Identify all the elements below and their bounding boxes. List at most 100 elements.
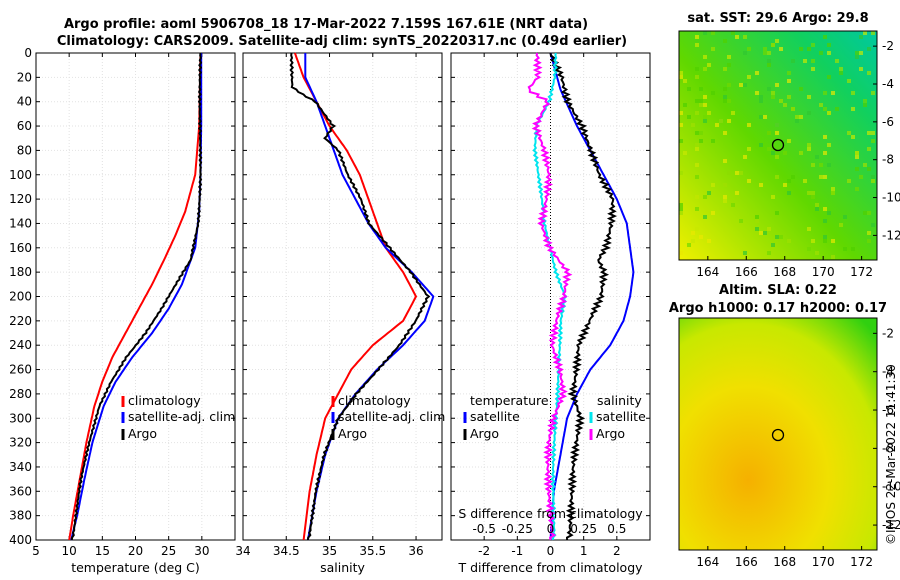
- sst-pixel: [867, 211, 871, 215]
- sst-pixel: [759, 231, 763, 235]
- sst-pixel: [783, 183, 787, 187]
- sst-pixel: [723, 183, 727, 187]
- sst-pixel: [827, 43, 831, 47]
- sst-pixel: [823, 219, 827, 223]
- sst-pixel: [763, 231, 767, 235]
- sst-pixel: [727, 119, 731, 123]
- sst-pixel: [811, 43, 815, 47]
- sst-pixel: [679, 79, 683, 83]
- sst-pixel: [859, 175, 863, 179]
- sst-pixel: [735, 171, 739, 175]
- sst-pixel: [775, 123, 779, 127]
- sst-pixel: [699, 235, 703, 239]
- legend-temperature-heading: temperature: [470, 393, 549, 408]
- sst-pixel: [703, 67, 707, 71]
- sst-pixel: [851, 91, 855, 95]
- series-climatology: [68, 53, 202, 541]
- sst-pixel: [807, 47, 811, 51]
- sst-pixel: [823, 107, 827, 111]
- sst-pixel: [755, 71, 759, 75]
- sla-map-field: [679, 318, 877, 550]
- sst-pixel: [807, 143, 811, 147]
- sst-pixel: [767, 131, 771, 135]
- sst-pixel: [807, 95, 811, 99]
- sla-map-argo-marker: [771, 428, 785, 442]
- sst-pixel: [791, 59, 795, 63]
- sst-pixel: [703, 215, 707, 219]
- y-tick-label: 40: [17, 95, 32, 109]
- sst-pixel: [791, 107, 795, 111]
- sst-pixel: [743, 251, 747, 255]
- sst-pixel: [835, 59, 839, 63]
- sst-pixel: [843, 247, 847, 251]
- sst-pixel: [679, 251, 683, 255]
- sst-pixel: [775, 211, 779, 215]
- sst-pixel: [771, 91, 775, 95]
- y-tick-label: 340: [9, 460, 32, 474]
- sst-pixel: [695, 43, 699, 47]
- sst-pixel: [723, 199, 727, 203]
- sst-pixel: [683, 103, 687, 107]
- sst-pixel: [787, 139, 791, 143]
- sst-pixel: [711, 139, 715, 143]
- sst-pixel: [775, 235, 779, 239]
- legend-argo-label: Argo: [338, 426, 367, 441]
- sst-pixel: [699, 139, 703, 143]
- x-axis-label: temperature (deg C): [71, 560, 200, 575]
- sst-pixel: [699, 103, 703, 107]
- legend-satellite-label: satellite-adj. clim: [128, 409, 235, 424]
- sst-pixel: [767, 87, 771, 91]
- legend-s-argo-label: Argo: [596, 426, 625, 441]
- sst-pixel: [871, 223, 875, 227]
- sst-pixel: [831, 187, 835, 191]
- sst-pixel: [691, 231, 695, 235]
- sst-pixel: [811, 67, 815, 71]
- sst-pixel: [743, 35, 747, 39]
- sst-pixel: [679, 211, 683, 215]
- sst-pixel: [855, 167, 859, 171]
- legend-argo-label: Argo: [128, 426, 157, 441]
- y-tick-label: 300: [9, 411, 32, 425]
- sst-pixel: [855, 51, 859, 55]
- legend-satellite-label: satellite-adj. clim: [338, 409, 445, 424]
- sst-pixel: [703, 103, 707, 107]
- sst-pixel: [811, 195, 815, 199]
- sst-pixel: [695, 111, 699, 115]
- sst-pixel: [871, 131, 875, 135]
- sst-pixel: [823, 175, 827, 179]
- sla-map-ticks: 164 166 168 170 172 -2 -4 -6 -8 -10 -12: [696, 326, 900, 569]
- sst-pixel: [799, 115, 803, 119]
- sst-pixel: [851, 247, 855, 251]
- sst-pixel: [827, 163, 831, 167]
- sst-pixel: [723, 87, 727, 91]
- sst-pixel: [863, 211, 867, 215]
- sst-pixel: [703, 95, 707, 99]
- sst-pixel: [843, 215, 847, 219]
- x-tick-label: -1: [511, 544, 523, 558]
- sst-pixel: [699, 87, 703, 91]
- map-x-tick-label: 172: [850, 265, 873, 279]
- sst-pixel: [679, 207, 683, 211]
- y-tick-label: 260: [9, 363, 32, 377]
- sst-pixel: [871, 179, 875, 183]
- sst-pixel: [711, 47, 715, 51]
- sst-pixel: [851, 135, 855, 139]
- series-argo: [70, 52, 203, 541]
- sst-pixel: [867, 47, 871, 51]
- sst-pixel: [867, 167, 871, 171]
- sst-pixel: [795, 115, 799, 119]
- sst-pixel: [811, 163, 815, 167]
- sst-pixel: [731, 111, 735, 115]
- sst-pixel: [819, 51, 823, 55]
- sst-pixel: [771, 95, 775, 99]
- y-tick-label: 220: [9, 314, 32, 328]
- sst-pixel: [699, 99, 703, 103]
- s-diff-tick-label: 0.5: [607, 522, 626, 536]
- sst-pixel: [739, 219, 743, 223]
- sst-pixel: [867, 231, 871, 235]
- sst-pixel: [747, 47, 751, 51]
- sst-pixel: [871, 139, 875, 143]
- sst-pixel: [831, 191, 835, 195]
- sst-pixel: [803, 179, 807, 183]
- sst-pixel: [767, 51, 771, 55]
